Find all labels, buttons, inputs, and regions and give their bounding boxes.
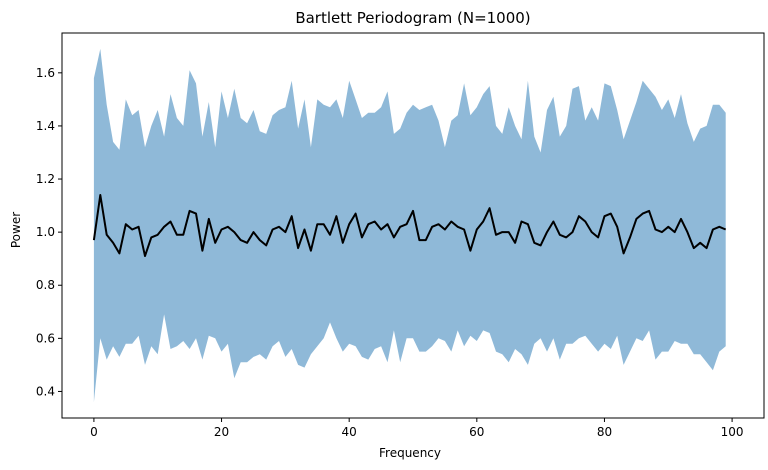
y-tick-label: 1.2 bbox=[36, 172, 55, 186]
x-axis: 0 20 40 60 80 100 bbox=[90, 418, 744, 439]
x-tick-label: 0 bbox=[90, 425, 98, 439]
y-tick-label: 1.0 bbox=[36, 225, 55, 239]
mean-power-line bbox=[92, 194, 727, 257]
x-axis-label: Frequency bbox=[379, 446, 441, 460]
plot-area bbox=[92, 48, 727, 403]
chart-title: Bartlett Periodogram (N=1000) bbox=[295, 9, 530, 27]
y-axis-label: Power bbox=[9, 212, 23, 248]
y-tick-label: 0.4 bbox=[36, 384, 55, 398]
y-tick-label: 0.8 bbox=[36, 278, 55, 292]
x-tick-label: 40 bbox=[342, 425, 357, 439]
confidence-band bbox=[93, 48, 726, 403]
x-tick-label: 100 bbox=[721, 425, 744, 439]
plot-frame bbox=[61, 32, 765, 419]
y-tick-label: 1.4 bbox=[36, 119, 55, 133]
x-tick-label: 80 bbox=[597, 425, 612, 439]
y-tick-label: 0.6 bbox=[36, 331, 55, 345]
y-axis: 0.4 0.6 0.8 1.0 1.2 1.4 1.6 bbox=[36, 66, 62, 398]
x-tick-label: 60 bbox=[469, 425, 484, 439]
y-tick-label: 1.6 bbox=[36, 66, 55, 80]
x-tick-label: 20 bbox=[214, 425, 229, 439]
